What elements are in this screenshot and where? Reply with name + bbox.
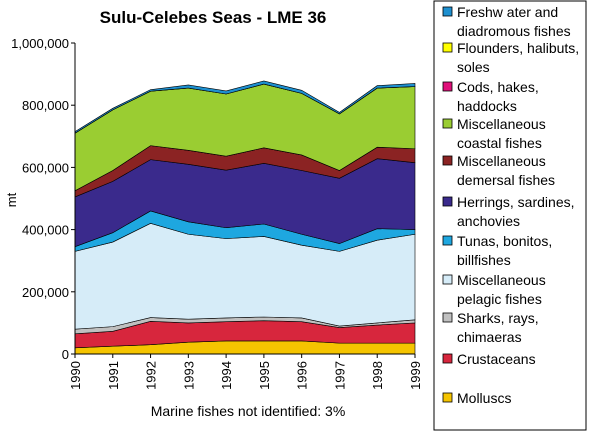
x-tick-label: 1996	[295, 361, 310, 390]
legend-label: Miscellaneous	[457, 272, 546, 288]
area-series-10	[74, 80, 416, 134]
legend-label: demersal fishes	[457, 172, 555, 188]
y-tick-label: 200,000	[22, 285, 69, 300]
x-tick-label: 1997	[332, 361, 347, 390]
legend-label: Crustaceans	[457, 351, 536, 367]
legend-swatch	[442, 196, 453, 207]
legend-swatch	[442, 312, 453, 323]
legend-label: Miscellaneous	[457, 116, 546, 132]
y-axis-label: mt	[4, 192, 19, 207]
legend-label: haddocks	[457, 98, 517, 114]
legend-box	[433, 0, 587, 431]
legend: Freshw ater and diadromous fishesFlounder…	[433, 0, 587, 431]
legend-label: coastal fishes	[457, 135, 542, 151]
x-tick-label: 1995	[257, 361, 272, 390]
y-tick-label: 0	[62, 347, 69, 362]
x-tick-label: 1994	[219, 361, 234, 390]
y-tick-label: 400,000	[22, 223, 69, 238]
unidentified-note: Marine fishes not identified: 3%	[151, 403, 346, 419]
legend-swatch	[442, 81, 453, 92]
legend-label: pelagic fishes	[457, 291, 542, 307]
stacked-areas	[74, 80, 416, 355]
x-tick-label: 1998	[370, 361, 385, 390]
y-tick-label: 800,000	[22, 98, 69, 113]
legend-swatch	[442, 155, 453, 166]
x-tick-label: 1999	[408, 361, 423, 390]
y-tick-label: 1,000,000	[11, 36, 69, 51]
legend-label: diadromous fishes	[457, 23, 571, 39]
legend-label: Cods, hakes,	[457, 79, 539, 95]
legend-label: Flounders, halibuts,	[457, 40, 579, 56]
legend-label: anchovies	[457, 213, 520, 229]
legend-label: Sharks, rays,	[457, 310, 539, 326]
legend-label: Molluscs	[457, 390, 511, 406]
legend-swatch	[442, 353, 453, 364]
x-tick-label: 1992	[144, 361, 159, 390]
legend-label: soles	[457, 59, 490, 75]
legend-swatch	[442, 274, 453, 285]
legend-label: billfishes	[457, 252, 511, 268]
y-tick-labels: 0 200,000 400,000 600,000 800,000 1,000,000	[11, 36, 75, 362]
legend-label: chimaeras	[457, 329, 522, 345]
x-tick-labels: 1990 1991 1992 1993 1994 1995 1996 1997 1998 1999	[68, 354, 423, 390]
legend-swatch	[442, 42, 453, 53]
x-tick-label: 1991	[106, 361, 121, 390]
legend-swatch	[442, 392, 453, 403]
legend-swatch	[442, 235, 453, 246]
chart-title: Sulu-Celebes Seas - LME 36	[100, 8, 327, 27]
legend-swatch	[442, 118, 453, 129]
legend-swatch	[442, 6, 453, 17]
legend-label: Freshw ater and	[457, 4, 558, 20]
x-tick-label: 1993	[181, 361, 196, 390]
y-tick-label: 600,000	[22, 160, 69, 175]
x-tick-label: 1990	[68, 361, 83, 390]
axes	[74, 43, 415, 355]
legend-label: Miscellaneous	[457, 153, 546, 169]
legend-label: Tunas, bonitos,	[457, 233, 552, 249]
legend-label: Herrings, sardines,	[457, 194, 575, 210]
